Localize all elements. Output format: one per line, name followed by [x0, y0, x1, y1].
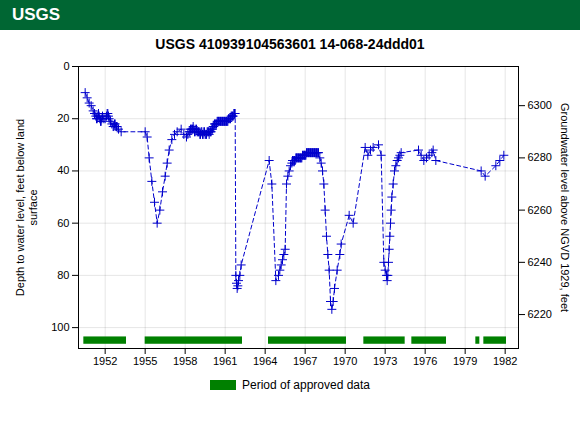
svg-text:6240: 6240	[528, 256, 552, 268]
svg-text:1958: 1958	[173, 355, 197, 367]
svg-text:6300: 6300	[528, 99, 552, 111]
svg-text:1967: 1967	[293, 355, 317, 367]
svg-text:6280: 6280	[528, 151, 552, 163]
svg-text:1964: 1964	[253, 355, 277, 367]
html-text:USGS: USGS	[12, 5, 61, 24]
svg-text:0: 0	[63, 60, 69, 72]
svg-text:1952: 1952	[93, 355, 117, 367]
svg-text:40: 40	[57, 164, 69, 176]
svg-text:1973: 1973	[373, 355, 397, 367]
svg-text:80: 80	[57, 269, 69, 281]
svg-text:1979: 1979	[453, 355, 477, 367]
svg-text:6260: 6260	[528, 204, 552, 216]
svg-text:1982: 1982	[493, 355, 517, 367]
svg-text:100: 100	[51, 321, 69, 333]
svg-text:60: 60	[57, 217, 69, 229]
html-text:Period of approved data: Period of approved data	[242, 378, 370, 392]
svg-text:20: 20	[57, 112, 69, 124]
svg-text:1976: 1976	[413, 355, 437, 367]
svg-text:Depth to water level, feet bel: Depth to water level, feet below landsur…	[14, 119, 39, 296]
html-text:USGS 410939104563601 14-068-24: USGS 410939104563601 14-068-24ddd01	[155, 36, 425, 52]
svg-text:1961: 1961	[213, 355, 237, 367]
svg-text:1970: 1970	[333, 355, 357, 367]
svg-text:Groundwater level above NGVD 1: Groundwater level above NGVD 1929, feet	[559, 103, 571, 312]
svg-text:1955: 1955	[133, 355, 157, 367]
svg-text:6220: 6220	[528, 308, 552, 320]
